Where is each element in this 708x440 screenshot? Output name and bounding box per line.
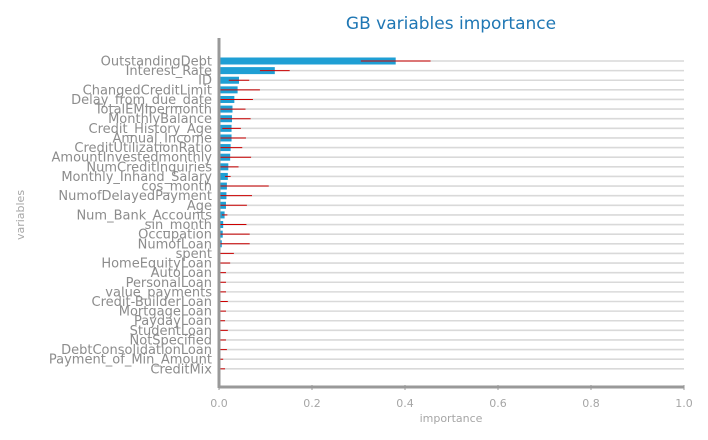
category-label: ChangedCreditLimit [83,83,212,98]
x-tick-label: 0.0 [210,397,228,410]
x-tick-label: 1.0 [675,397,693,410]
category-label: PaydayLoan [134,314,212,329]
category-label: StudentLoan [130,324,212,339]
category-label: Num_Bank_Accounts [76,208,212,223]
category-label: NumofLoan [138,237,212,252]
category-label: Payment_of_Min_Amount [49,353,212,368]
category-label: Delay_from_due_date [71,93,212,108]
category-label: NumCreditInquiries [86,160,212,175]
category-label: ID [198,74,212,89]
x-tick-label: 0.2 [303,397,321,410]
x-tick-labels: 0.0 0.2 0.4 0.6 0.8 1.0 [210,397,693,410]
category-label: NotSpecified [130,333,212,348]
category-label: Credit-BuilderLoan [92,295,212,310]
category-label: OutstandingDebt [101,55,212,70]
category-label: PersonalLoan [126,276,212,291]
category-label: MortgageLoan [119,305,212,320]
category-label: spent [176,247,212,262]
category-label: MonthlyBalance [108,112,212,127]
chart-title: GB variables importance [346,14,556,34]
bar [219,172,228,180]
category-label: Age [187,199,212,214]
category-label: Credit_History_Age [89,122,213,137]
category-label: AmountInvestedmonthly [52,151,213,166]
axes [217,38,685,390]
bar [219,57,396,65]
bar [219,67,275,75]
category-label: value_payments [105,285,212,300]
category-labels: OutstandingDebtInterest_RateIDChangedCre… [49,55,212,378]
category-label: TotalEMIpermonth [94,103,212,118]
category-label: Annual_Income [112,131,212,146]
category-label: NumofDelayedPayment [58,189,212,204]
category-label: CreditMix [150,362,212,377]
category-label: Occupation [138,228,212,243]
category-label: DebtConsolidationLoan [61,343,212,358]
x-tick-label: 0.4 [396,397,414,410]
x-tick-label: 0.8 [582,397,600,410]
category-label: sin_month [145,218,212,233]
grid-layer [219,60,684,370]
category-label: CreditUtilizationRatio [74,141,212,156]
category-label: HomeEquityLoan [101,257,212,272]
category-label: AutoLoan [151,266,212,281]
category-label: cos_month [141,180,212,195]
category-label: Monthly_Inhand_Salary [61,170,212,185]
y-axis-label: variables [14,190,27,240]
x-axis-label: importance [420,412,483,425]
category-label: Interest_Rate [126,64,212,79]
x-tick-label: 0.6 [489,397,507,410]
